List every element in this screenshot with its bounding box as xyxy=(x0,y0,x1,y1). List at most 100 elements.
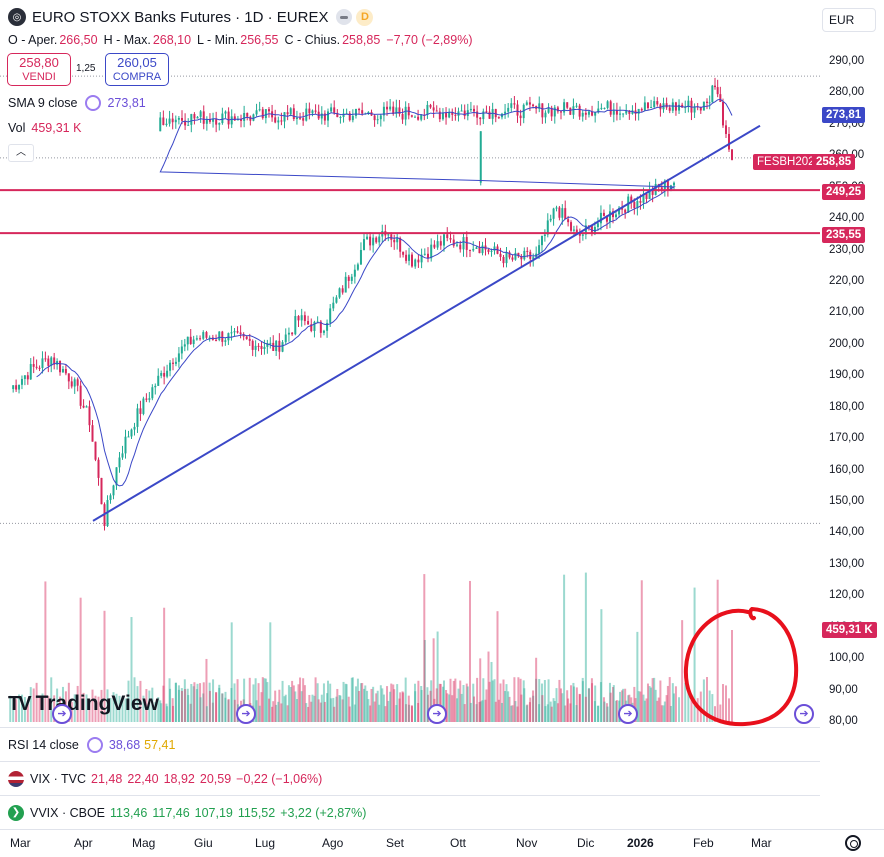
volume-bar xyxy=(157,697,160,722)
candle-body xyxy=(202,332,205,339)
volume-legend[interactable]: Vol 459,31 K xyxy=(8,121,81,135)
volume-bar xyxy=(449,678,452,722)
volume-bar xyxy=(364,685,367,722)
volume-bar xyxy=(168,678,171,722)
candle-body xyxy=(640,108,643,111)
vix-legend[interactable]: VIX · TVC 21,48 22,40 18,92 20,59 −0,22 … xyxy=(0,761,820,795)
time-axis[interactable]: Mar Apr Mag Giu Lug Ago Set Ott Nov Dic … xyxy=(0,829,884,857)
symbol-title[interactable]: EURO STOXX Banks Futures · 1D · EUREX xyxy=(32,8,329,26)
candle-body xyxy=(15,385,18,390)
volume-bar xyxy=(553,701,556,722)
candle-body xyxy=(142,398,145,414)
candle-body xyxy=(463,110,466,117)
volume-bar xyxy=(186,688,189,722)
candle-body xyxy=(719,94,722,102)
candle-body xyxy=(221,113,224,124)
candle-body xyxy=(594,112,597,116)
volume-bar xyxy=(523,688,526,722)
volume-bar xyxy=(202,682,205,722)
vvix-legend[interactable]: ❯ VVIX · CBOE 113,46 117,46 107,19 115,5… xyxy=(0,795,820,829)
buy-button[interactable]: 260,05 COMPRA xyxy=(105,53,169,86)
sma-legend[interactable]: SMA 9 close 273,81 xyxy=(8,95,146,111)
volume-bar xyxy=(491,680,494,722)
candle-body xyxy=(636,201,639,209)
candle-body xyxy=(366,236,369,240)
volume-bar xyxy=(199,697,202,722)
volume-bar xyxy=(711,694,714,722)
candle-body xyxy=(236,331,239,333)
volume-bar xyxy=(261,677,264,722)
y-tick-label: 180,00 xyxy=(829,400,865,413)
candle-body xyxy=(379,115,382,120)
volume-bar xyxy=(681,620,684,722)
market-status-icon[interactable] xyxy=(336,9,353,25)
candle-body xyxy=(439,241,442,246)
volume-bar xyxy=(451,695,454,722)
tradingview-logo[interactable]: TV TradingView xyxy=(8,692,159,716)
candle-body xyxy=(711,85,714,103)
candle-body xyxy=(311,110,314,114)
candle-body xyxy=(596,223,599,228)
candle-body xyxy=(199,338,202,340)
open-value: 266,50 xyxy=(59,33,98,47)
volume-bar xyxy=(183,679,186,722)
volume-bar xyxy=(522,680,525,722)
candle-body xyxy=(487,249,490,252)
collapse-legend-button[interactable]: ︿ xyxy=(8,144,34,162)
event-marker-icon[interactable]: ➔ xyxy=(427,704,447,724)
vix-high: 22,40 xyxy=(127,771,159,786)
volume-bar xyxy=(593,701,596,722)
candle-body xyxy=(323,113,326,121)
rsi-legend[interactable]: RSI 14 close 38,68 57,41 xyxy=(0,727,820,761)
volume-bar xyxy=(20,694,23,722)
settings-gear-icon[interactable] xyxy=(845,835,861,851)
candle-body xyxy=(497,117,500,119)
volume-price-tag: 459,31 K xyxy=(822,622,877,638)
x-tick-label: Mar xyxy=(751,836,772,850)
candle-body xyxy=(157,375,160,386)
candle-body xyxy=(76,379,79,386)
volume-bar xyxy=(230,622,233,722)
volume-bar xyxy=(423,574,426,722)
y-tick-label: 200,00 xyxy=(829,337,865,350)
volume-bar xyxy=(215,692,218,722)
candle-body xyxy=(485,111,488,113)
volume-bar xyxy=(258,705,261,722)
candle-body xyxy=(369,236,372,246)
volume-bar xyxy=(594,685,597,722)
candle-body xyxy=(646,102,649,108)
candle-body xyxy=(165,123,168,126)
rsi-label: RSI 14 close xyxy=(8,737,79,752)
volume-bar xyxy=(575,705,578,722)
candle-body xyxy=(621,207,624,210)
volume-bar xyxy=(289,686,292,722)
event-marker-icon[interactable]: ➔ xyxy=(236,704,256,724)
volume-bar xyxy=(38,696,41,722)
volume-bar xyxy=(118,695,121,722)
volume-bar xyxy=(517,677,520,722)
volume-bar xyxy=(189,703,192,722)
high-value: 268,10 xyxy=(152,33,192,47)
candle-body xyxy=(44,358,47,360)
candle-body xyxy=(546,220,549,235)
sell-button[interactable]: 258,80 VENDI xyxy=(7,53,71,86)
volume-bar xyxy=(642,694,645,722)
delayed-data-badge[interactable]: D xyxy=(356,8,374,26)
y-tick-label: 240,00 xyxy=(829,212,865,225)
currency-selector[interactable]: EUR xyxy=(822,8,876,32)
candle-body xyxy=(624,209,627,213)
candle-body xyxy=(410,115,413,117)
candle-body xyxy=(575,229,578,234)
volume-bar xyxy=(502,679,505,722)
event-marker-icon[interactable]: ➔ xyxy=(52,704,72,724)
candle-body xyxy=(550,107,553,117)
volume-bar xyxy=(32,688,35,722)
volume-bar xyxy=(473,696,476,722)
event-marker-icon[interactable]: ➔ xyxy=(794,704,814,724)
volume-bar xyxy=(493,679,496,722)
candle-body xyxy=(109,495,112,501)
event-marker-icon[interactable]: ➔ xyxy=(618,704,638,724)
symbol-header[interactable]: ◎ EURO STOXX Banks Futures · 1D · EUREX … xyxy=(8,8,374,26)
volume-bar xyxy=(79,597,82,722)
